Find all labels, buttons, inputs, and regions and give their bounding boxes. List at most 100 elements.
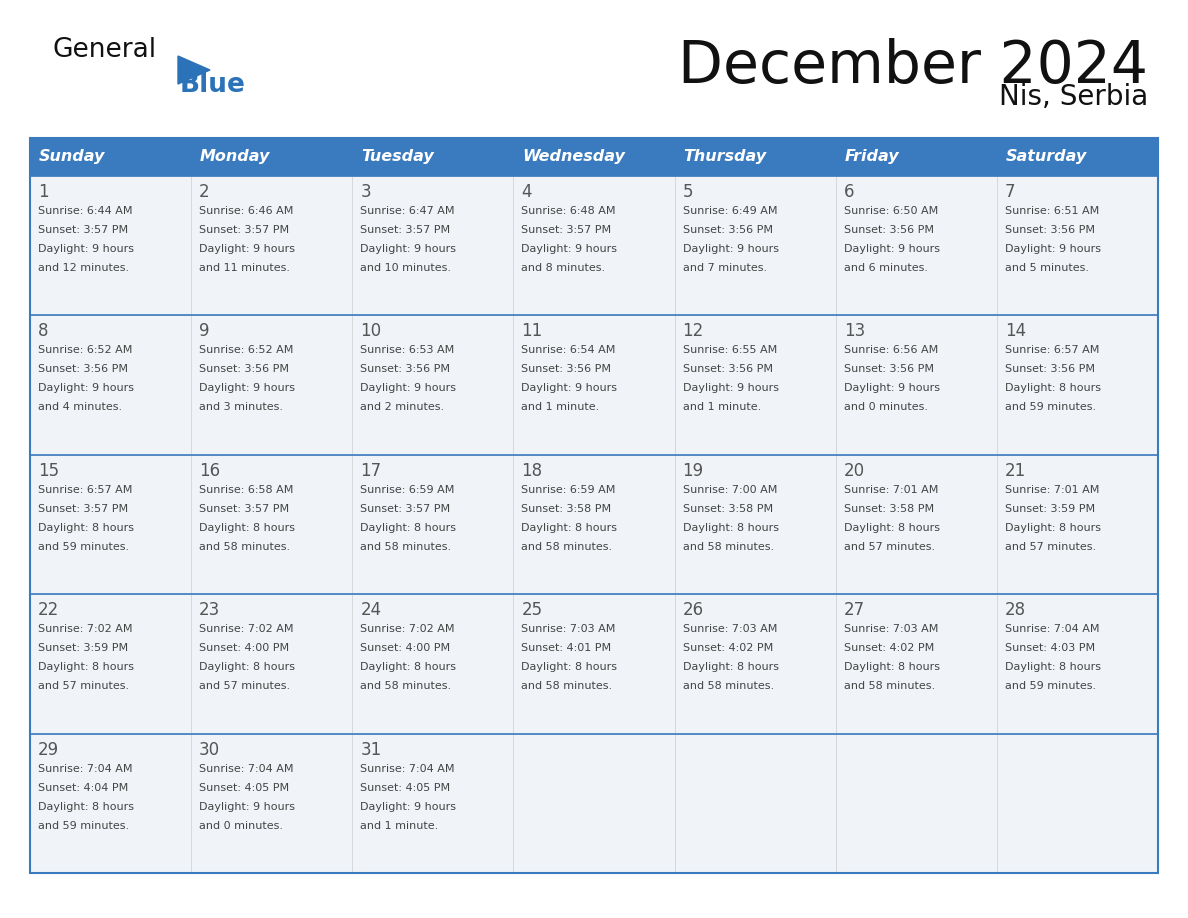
Text: Sunset: 3:57 PM: Sunset: 3:57 PM <box>38 504 128 514</box>
Text: General: General <box>52 37 156 63</box>
Text: Sunrise: 7:03 AM: Sunrise: 7:03 AM <box>843 624 939 634</box>
Text: Sunrise: 7:04 AM: Sunrise: 7:04 AM <box>360 764 455 774</box>
Text: December 2024: December 2024 <box>678 38 1148 95</box>
Text: and 58 minutes.: and 58 minutes. <box>200 542 290 552</box>
Text: Sunset: 3:57 PM: Sunset: 3:57 PM <box>200 225 289 235</box>
Text: and 58 minutes.: and 58 minutes. <box>522 681 613 691</box>
Text: Sunset: 3:56 PM: Sunset: 3:56 PM <box>38 364 128 375</box>
Bar <box>191 733 353 873</box>
Text: Daylight: 9 hours: Daylight: 9 hours <box>38 384 134 394</box>
Text: Sunrise: 6:53 AM: Sunrise: 6:53 AM <box>360 345 455 355</box>
Text: Sunset: 4:05 PM: Sunset: 4:05 PM <box>360 783 450 792</box>
Text: Saturday: Saturday <box>1006 150 1087 164</box>
Text: Sunset: 3:57 PM: Sunset: 3:57 PM <box>360 225 450 235</box>
Bar <box>675 138 835 176</box>
Text: Blue: Blue <box>181 72 246 98</box>
Bar <box>353 594 513 733</box>
Text: Daylight: 9 hours: Daylight: 9 hours <box>843 384 940 394</box>
Text: Nis, Serbia: Nis, Serbia <box>999 83 1148 111</box>
Text: Sunrise: 7:02 AM: Sunrise: 7:02 AM <box>38 624 133 634</box>
Text: Sunrise: 7:02 AM: Sunrise: 7:02 AM <box>200 624 293 634</box>
Bar <box>30 138 191 176</box>
Text: and 4 minutes.: and 4 minutes. <box>38 402 122 412</box>
Bar <box>513 316 675 454</box>
Text: and 59 minutes.: and 59 minutes. <box>38 821 129 831</box>
Text: 26: 26 <box>683 601 703 620</box>
Text: Sunrise: 7:02 AM: Sunrise: 7:02 AM <box>360 624 455 634</box>
Text: Sunrise: 7:00 AM: Sunrise: 7:00 AM <box>683 485 777 495</box>
Text: Sunrise: 6:52 AM: Sunrise: 6:52 AM <box>38 345 132 355</box>
Bar <box>835 454 997 594</box>
Text: 27: 27 <box>843 601 865 620</box>
Text: 14: 14 <box>1005 322 1026 341</box>
Bar <box>30 138 1158 873</box>
Text: Sunset: 3:58 PM: Sunset: 3:58 PM <box>683 504 772 514</box>
Text: Sunrise: 7:03 AM: Sunrise: 7:03 AM <box>683 624 777 634</box>
Text: Sunset: 4:03 PM: Sunset: 4:03 PM <box>1005 644 1095 654</box>
Text: 28: 28 <box>1005 601 1026 620</box>
Text: Daylight: 9 hours: Daylight: 9 hours <box>683 244 778 254</box>
Text: Sunset: 4:02 PM: Sunset: 4:02 PM <box>843 644 934 654</box>
Bar <box>191 594 353 733</box>
Text: and 3 minutes.: and 3 minutes. <box>200 402 283 412</box>
Bar <box>191 138 353 176</box>
Text: 12: 12 <box>683 322 703 341</box>
Text: and 2 minutes.: and 2 minutes. <box>360 402 444 412</box>
Text: Sunrise: 7:04 AM: Sunrise: 7:04 AM <box>38 764 133 774</box>
Text: and 58 minutes.: and 58 minutes. <box>683 542 773 552</box>
Bar <box>835 316 997 454</box>
Text: and 10 minutes.: and 10 minutes. <box>360 263 451 273</box>
Bar <box>997 594 1158 733</box>
Text: Monday: Monday <box>200 150 271 164</box>
Bar <box>513 138 675 176</box>
Text: Sunset: 4:05 PM: Sunset: 4:05 PM <box>200 783 289 792</box>
Text: Sunset: 4:00 PM: Sunset: 4:00 PM <box>360 644 450 654</box>
Text: and 0 minutes.: and 0 minutes. <box>200 821 283 831</box>
Bar <box>30 176 191 316</box>
Text: Sunrise: 6:51 AM: Sunrise: 6:51 AM <box>1005 206 1099 216</box>
Text: Sunset: 3:56 PM: Sunset: 3:56 PM <box>843 225 934 235</box>
Text: 24: 24 <box>360 601 381 620</box>
Text: Daylight: 8 hours: Daylight: 8 hours <box>360 522 456 532</box>
Bar <box>513 454 675 594</box>
Text: and 8 minutes.: and 8 minutes. <box>522 263 606 273</box>
Text: Daylight: 9 hours: Daylight: 9 hours <box>38 244 134 254</box>
Bar <box>675 316 835 454</box>
Text: 18: 18 <box>522 462 543 480</box>
Text: and 12 minutes.: and 12 minutes. <box>38 263 129 273</box>
Bar <box>835 733 997 873</box>
Bar <box>30 316 191 454</box>
Text: Sunrise: 6:50 AM: Sunrise: 6:50 AM <box>843 206 939 216</box>
Text: 8: 8 <box>38 322 49 341</box>
Text: 31: 31 <box>360 741 381 758</box>
Polygon shape <box>178 56 210 84</box>
Text: Wednesday: Wednesday <box>523 150 625 164</box>
Text: 23: 23 <box>200 601 221 620</box>
Text: and 59 minutes.: and 59 minutes. <box>38 542 129 552</box>
Text: Daylight: 8 hours: Daylight: 8 hours <box>522 522 618 532</box>
Text: Sunday: Sunday <box>39 150 106 164</box>
Text: Tuesday: Tuesday <box>361 150 434 164</box>
Text: and 58 minutes.: and 58 minutes. <box>360 542 451 552</box>
Text: Daylight: 8 hours: Daylight: 8 hours <box>522 662 618 672</box>
Text: Sunset: 3:56 PM: Sunset: 3:56 PM <box>843 364 934 375</box>
Text: Sunrise: 7:04 AM: Sunrise: 7:04 AM <box>1005 624 1099 634</box>
Bar <box>513 733 675 873</box>
Text: 15: 15 <box>38 462 59 480</box>
Text: Sunset: 3:58 PM: Sunset: 3:58 PM <box>843 504 934 514</box>
Text: 29: 29 <box>38 741 59 758</box>
Bar <box>353 733 513 873</box>
Text: Sunset: 3:56 PM: Sunset: 3:56 PM <box>683 364 772 375</box>
Text: Daylight: 9 hours: Daylight: 9 hours <box>843 244 940 254</box>
Text: and 57 minutes.: and 57 minutes. <box>38 681 129 691</box>
Text: and 57 minutes.: and 57 minutes. <box>843 542 935 552</box>
Text: Daylight: 9 hours: Daylight: 9 hours <box>1005 244 1101 254</box>
Text: and 59 minutes.: and 59 minutes. <box>1005 681 1097 691</box>
Text: and 57 minutes.: and 57 minutes. <box>200 681 290 691</box>
Text: Daylight: 8 hours: Daylight: 8 hours <box>1005 522 1101 532</box>
Text: Sunrise: 6:46 AM: Sunrise: 6:46 AM <box>200 206 293 216</box>
Bar <box>30 594 191 733</box>
Text: Sunset: 4:04 PM: Sunset: 4:04 PM <box>38 783 128 792</box>
Text: Daylight: 8 hours: Daylight: 8 hours <box>360 662 456 672</box>
Bar <box>353 176 513 316</box>
